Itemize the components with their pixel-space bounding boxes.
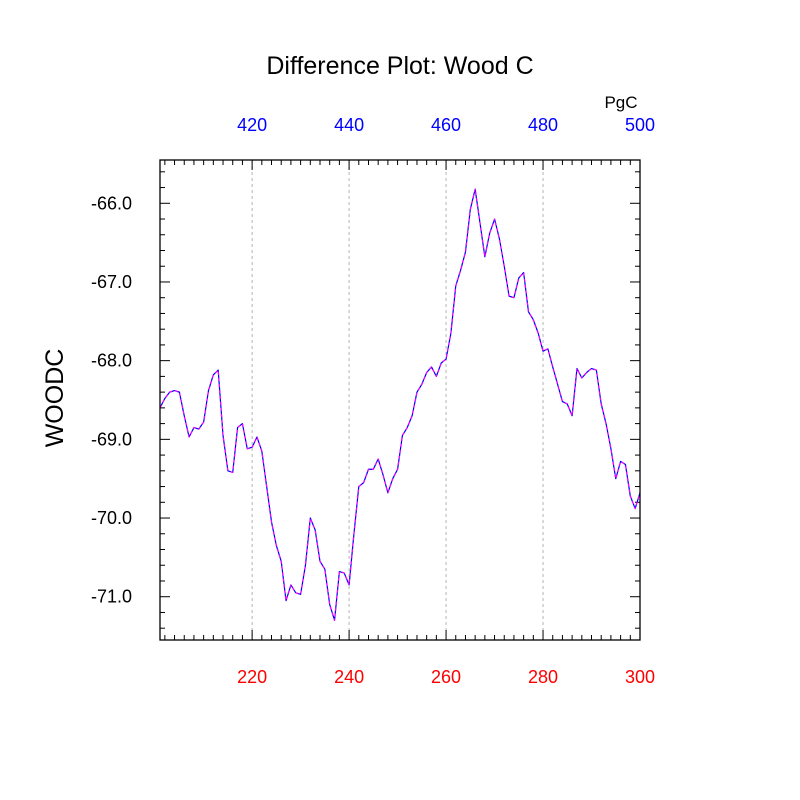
- x-tick-label-bottom: 260: [431, 667, 461, 687]
- x-tick-label-top: 500: [625, 115, 655, 135]
- y-tick-label: -69.0: [91, 429, 132, 449]
- x-tick-label-top: 460: [431, 115, 461, 135]
- series-wood-c-difference: [159, 188, 641, 621]
- y-tick-label: -67.0: [91, 272, 132, 292]
- chart-title: Difference Plot: Wood C: [266, 52, 533, 80]
- y-axis-label: WOODC: [41, 349, 69, 448]
- y-tick-label: -66.0: [91, 193, 132, 213]
- y-tick-label: -70.0: [91, 508, 132, 528]
- x-tick-label-bottom: 300: [625, 667, 655, 687]
- top-axis-units: PgC: [604, 93, 637, 112]
- grid-lines: [251, 160, 544, 640]
- axis-ticks: [160, 160, 641, 640]
- x-tick-label-bottom: 220: [237, 667, 267, 687]
- x-tick-label-top: 480: [528, 115, 558, 135]
- series-line: [159, 188, 641, 621]
- y-tick-label: -71.0: [91, 587, 132, 607]
- x-tick-label-top: 420: [237, 115, 267, 135]
- plot-frame: [159, 159, 641, 641]
- x-tick-label-bottom: 280: [528, 667, 558, 687]
- tick-labels: 220 240 260 280 300 420 440 460 480 500 -66.0 -67.0…: [91, 115, 655, 687]
- x-tick-label-bottom: 240: [334, 667, 364, 687]
- series-line-dash: [159, 188, 641, 621]
- y-tick-label: -68.0: [91, 351, 132, 371]
- x-tick-label-top: 440: [334, 115, 364, 135]
